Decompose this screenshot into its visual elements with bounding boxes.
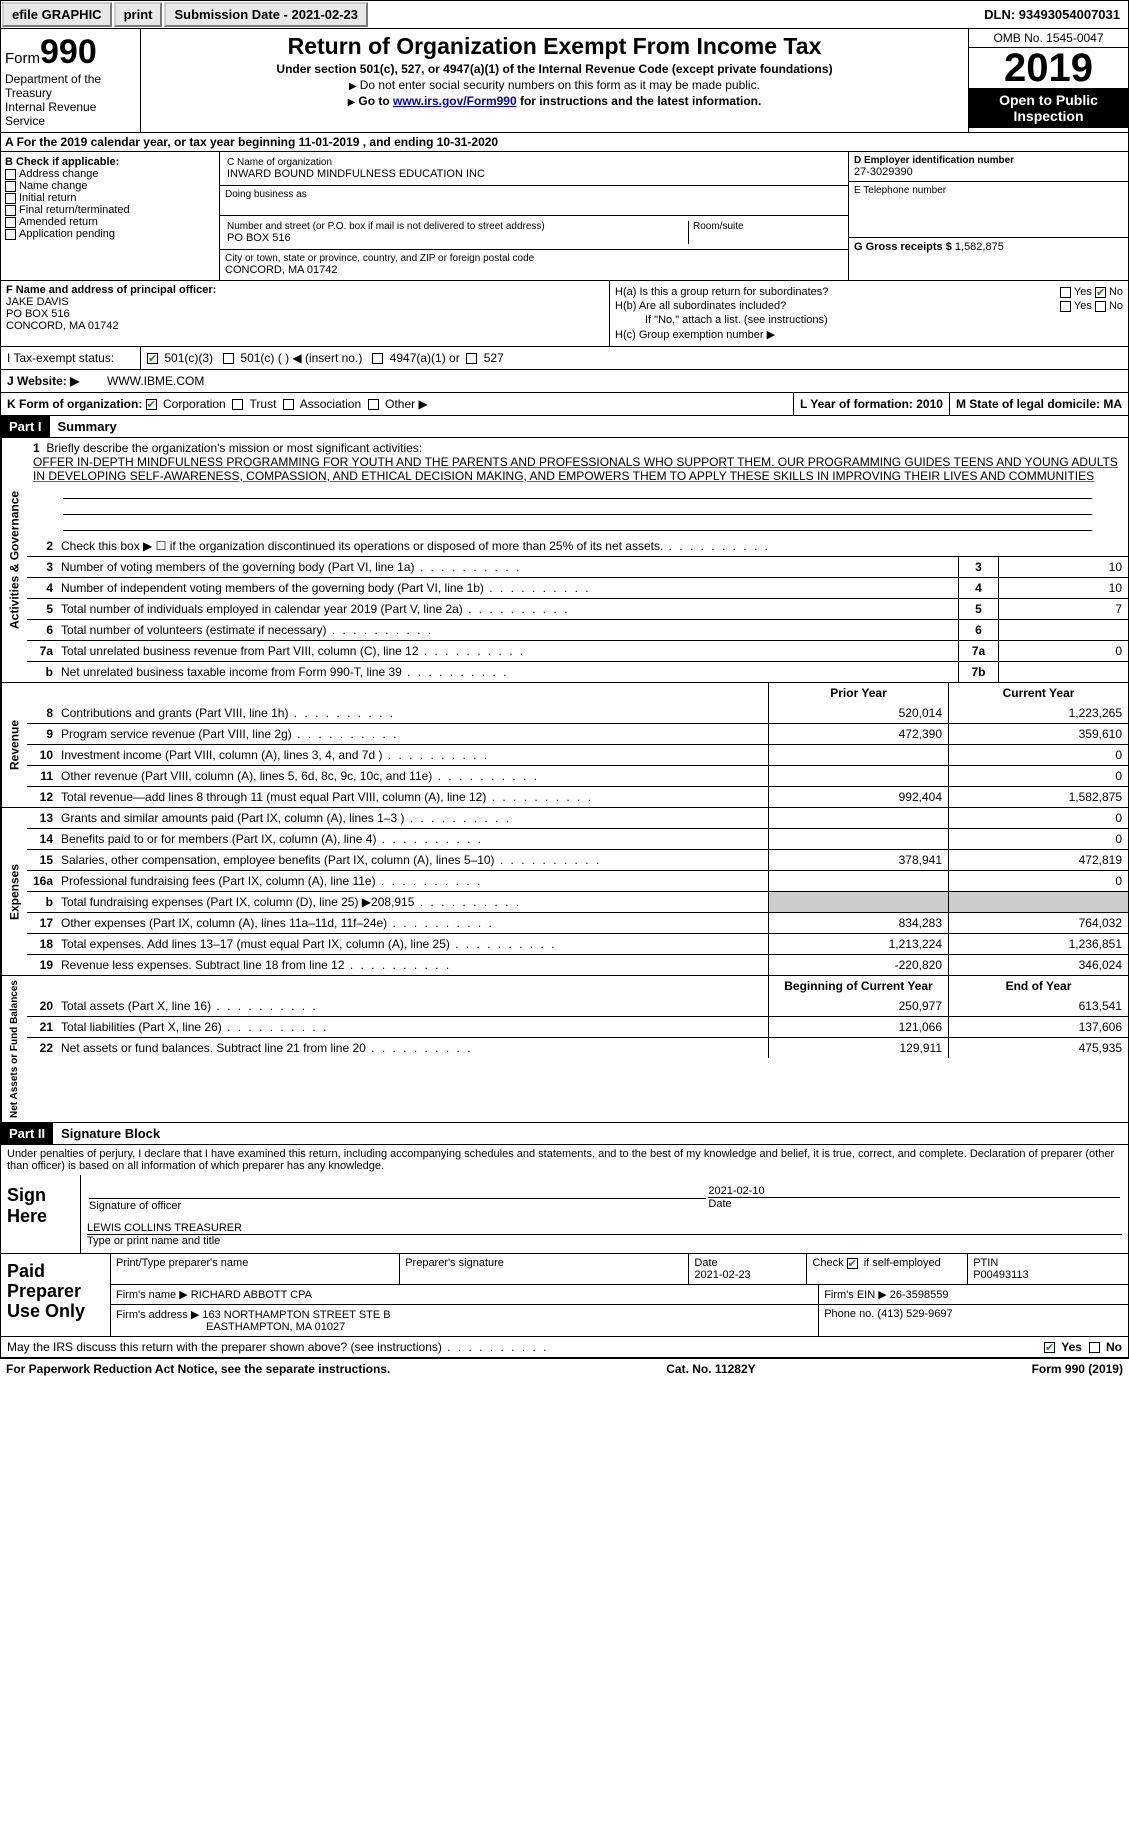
city-state-zip: CONCORD, MA 01742 [225, 264, 843, 276]
tax-period: A For the 2019 calendar year, or tax yea… [0, 133, 1129, 152]
part2-header: Part II Signature Block [0, 1123, 1129, 1145]
print-button[interactable]: print [114, 2, 163, 27]
gross-receipts: 1,582,875 [955, 241, 1004, 253]
footer: For Paperwork Reduction Act Notice, see … [0, 1358, 1129, 1379]
block-h: H(a) Is this a group return for subordin… [610, 281, 1129, 346]
blocks-fh: F Name and address of principal officer:… [0, 281, 1129, 347]
block-f: F Name and address of principal officer:… [0, 281, 610, 346]
tax-status-row: I Tax-exempt status: 501(c)(3) 501(c) ( … [0, 347, 1129, 370]
summary-revenue: Revenue Prior Year Current Year 8Contrib… [0, 683, 1129, 808]
sign-here-label: Sign Here [1, 1175, 81, 1253]
block-b: B Check if applicable: Address change Na… [0, 152, 220, 281]
k-row: K Form of organization: Corporation Trus… [0, 393, 1129, 416]
data-line: 12Total revenue—add lines 8 through 11 (… [27, 786, 1128, 807]
gov-line: 7aTotal unrelated business revenue from … [27, 640, 1128, 661]
blocks-bcdeg: B Check if applicable: Address change Na… [0, 152, 1129, 281]
chk-group-no[interactable] [1095, 287, 1106, 298]
chk-application-pending[interactable]: Application pending [5, 228, 215, 240]
form-header: Form990 Department of the Treasury Inter… [0, 29, 1129, 133]
officer-name: JAKE DAVIS [6, 296, 69, 308]
chk-name-change[interactable]: Name change [5, 180, 215, 192]
data-line: 16aProfessional fundraising fees (Part I… [27, 870, 1128, 891]
signature-block: Under penalties of perjury, I declare th… [0, 1145, 1129, 1254]
note-link: Go to www.irs.gov/Form990 for instructio… [145, 94, 964, 108]
firm-address: 163 NORTHAMPTON STREET STE B [202, 1309, 390, 1321]
chk-discuss-yes[interactable] [1044, 1342, 1055, 1353]
note-ssn: Do not enter social security numbers on … [145, 78, 964, 92]
data-line: 22Net assets or fund balances. Subtract … [27, 1037, 1128, 1058]
data-line: 10Investment income (Part VIII, column (… [27, 744, 1128, 765]
discuss-row: May the IRS discuss this return with the… [0, 1337, 1129, 1358]
dln: DLN: 93493054007031 [984, 7, 1128, 22]
irs-link[interactable]: www.irs.gov/Form990 [393, 94, 517, 108]
gov-line: 4Number of independent voting members of… [27, 577, 1128, 598]
preparer-date: 2021-02-23 [694, 1269, 750, 1281]
state-domicile: M State of legal domicile: MA [949, 393, 1128, 415]
dept-label: Department of the Treasury Internal Reve… [5, 72, 136, 128]
block-c: C Name of organizationINWARD BOUND MINDF… [220, 152, 849, 281]
form-title: Return of Organization Exempt From Incom… [145, 33, 964, 60]
data-line: 8Contributions and grants (Part VIII, li… [27, 703, 1128, 723]
summary-governance: Activities & Governance 1 Briefly descri… [0, 438, 1129, 683]
tax-year: 2019 [969, 48, 1128, 88]
data-line: 19Revenue less expenses. Subtract line 1… [27, 954, 1128, 975]
side-expenses: Expenses [1, 808, 27, 975]
gov-line: bNet unrelated business taxable income f… [27, 661, 1128, 682]
chk-initial-return[interactable]: Initial return [5, 192, 215, 204]
data-line: 9Program service revenue (Part VIII, lin… [27, 723, 1128, 744]
data-line: bTotal fundraising expenses (Part IX, co… [27, 891, 1128, 912]
data-line: 20Total assets (Part X, line 16)250,9776… [27, 996, 1128, 1016]
data-line: 17Other expenses (Part IX, column (A), l… [27, 912, 1128, 933]
data-line: 13Grants and similar amounts paid (Part … [27, 808, 1128, 828]
data-line: 15Salaries, other compensation, employee… [27, 849, 1128, 870]
part1-header: Part I Summary [0, 416, 1129, 438]
block-de: D Employer identification number 27-3029… [849, 152, 1129, 281]
street-address: PO BOX 516 [227, 232, 686, 244]
year-formation: L Year of formation: 2010 [793, 393, 949, 415]
submission-date: Submission Date - 2021-02-23 [164, 2, 368, 27]
chk-501c3[interactable] [147, 353, 158, 364]
ein: 27-3029390 [854, 166, 1123, 178]
topbar: efile GRAPHIC print Submission Date - 20… [0, 0, 1129, 29]
officer-signature-name: LEWIS COLLINS TREASURER [87, 1222, 1122, 1234]
data-line: 14Benefits paid to or for members (Part … [27, 828, 1128, 849]
perjury-statement: Under penalties of perjury, I declare th… [1, 1145, 1128, 1175]
data-line: 21Total liabilities (Part X, line 26)121… [27, 1016, 1128, 1037]
website: WWW.IBME.COM [101, 370, 210, 392]
summary-expenses: Expenses 13Grants and similar amounts pa… [0, 808, 1129, 976]
side-revenue: Revenue [1, 683, 27, 807]
firm-ein: 26-3598559 [890, 1289, 949, 1301]
chk-amended[interactable]: Amended return [5, 216, 215, 228]
chk-final-return[interactable]: Final return/terminated [5, 204, 215, 216]
data-line: 11Other revenue (Part VIII, column (A), … [27, 765, 1128, 786]
chk-self-employed[interactable] [847, 1258, 858, 1269]
mission-text: OFFER IN-DEPTH MINDFULNESS PROGRAMMING F… [33, 455, 1118, 483]
data-line: 18Total expenses. Add lines 13–17 (must … [27, 933, 1128, 954]
org-name: INWARD BOUND MINDFULNESS EDUCATION INC [227, 168, 841, 180]
gov-line: 6Total number of volunteers (estimate if… [27, 619, 1128, 640]
gov-line: 3Number of voting members of the governi… [27, 556, 1128, 577]
paid-preparer-label: Paid Preparer Use Only [1, 1254, 111, 1336]
paid-preparer-block: Paid Preparer Use Only Print/Type prepar… [0, 1254, 1129, 1337]
ptin: P00493113 [973, 1269, 1028, 1281]
firm-name: RICHARD ABBOTT CPA [191, 1289, 312, 1301]
open-inspection: Open to Public Inspection [969, 88, 1128, 128]
gov-line: 2Check this box ▶ ☐ if the organization … [27, 536, 1128, 556]
side-net: Net Assets or Fund Balances [1, 976, 27, 1122]
website-row: J Website: ▶ WWW.IBME.COM [0, 370, 1129, 393]
firm-phone: (413) 529-9697 [877, 1308, 952, 1320]
side-governance: Activities & Governance [1, 438, 27, 682]
form-number: Form990 [5, 33, 136, 72]
form-subtitle: Under section 501(c), 527, or 4947(a)(1)… [145, 62, 964, 76]
chk-corporation[interactable] [146, 399, 157, 410]
summary-net: Net Assets or Fund Balances Beginning of… [0, 976, 1129, 1123]
chk-address-change[interactable]: Address change [5, 168, 215, 180]
efile-label: efile GRAPHIC [2, 2, 112, 27]
gov-line: 5Total number of individuals employed in… [27, 598, 1128, 619]
